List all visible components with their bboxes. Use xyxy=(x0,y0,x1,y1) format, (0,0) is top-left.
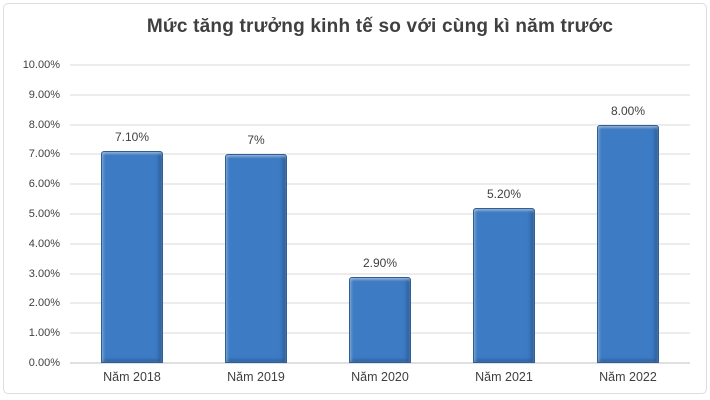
y-tick-label: 10.00% xyxy=(22,59,60,71)
bar-năm-2022 xyxy=(597,124,659,363)
bar-slot: 7% xyxy=(194,65,318,363)
bar-năm-2018 xyxy=(101,151,163,363)
gridline xyxy=(70,124,690,126)
bar-slot: 7.10% xyxy=(70,65,194,363)
y-tick-label: 2.00% xyxy=(28,297,60,310)
y-tick-label: 4.00% xyxy=(28,237,60,250)
bar-slot: 8.00% xyxy=(566,65,690,363)
gridline xyxy=(70,153,690,155)
gridline xyxy=(70,213,690,215)
bar-value-label: 5.20% xyxy=(486,187,522,202)
gridline xyxy=(70,273,690,275)
bar-value-label: 7% xyxy=(247,133,265,148)
gridline xyxy=(70,183,690,185)
x-tick-label: Năm 2020 xyxy=(351,370,409,384)
x-axis-line xyxy=(70,362,690,364)
x-tick-label: Năm 2018 xyxy=(103,370,161,384)
y-tick-label: 8.00% xyxy=(28,118,60,131)
bar-năm-2021 xyxy=(473,208,535,363)
y-tick-label: 3.00% xyxy=(28,267,60,280)
y-tick-label: 6.00% xyxy=(28,178,60,191)
x-tick-label: Năm 2022 xyxy=(599,370,657,384)
gridline xyxy=(70,243,690,245)
bar-slot: 2.90% xyxy=(318,65,442,363)
y-tick-label: 1.00% xyxy=(28,327,60,340)
bar-value-label: 2.90% xyxy=(362,255,398,270)
plot-area: 7.10% 7% 2.90% 5.20% 8.00% xyxy=(70,64,690,364)
bar-năm-2019 xyxy=(225,154,287,363)
y-tick-label: 7.00% xyxy=(28,148,60,161)
bar-năm-2020 xyxy=(349,276,411,363)
x-axis: Năm 2018 Năm 2019 Năm 2020 Năm 2021 Năm 2022 xyxy=(70,370,690,384)
x-tick-label: Năm 2021 xyxy=(475,370,533,384)
gridline xyxy=(70,94,690,96)
y-tick-label: 9.00% xyxy=(28,88,60,101)
bar-value-label: 8.00% xyxy=(610,103,646,118)
chart-title: Mức tăng trưởng kinh tế so với cùng kì n… xyxy=(146,16,614,37)
x-tick-label: Năm 2019 xyxy=(227,370,285,384)
y-axis: 10.00% 9.00% 8.00% 7.00% 6.00% 5.00% 4.00% 3.00… xyxy=(0,59,60,369)
gridline xyxy=(70,64,690,66)
bar-value-label: 7.10% xyxy=(114,130,150,145)
y-tick-label: 0.00% xyxy=(28,357,60,369)
y-tick-label: 5.00% xyxy=(28,208,60,220)
bar-slot: 5.20% xyxy=(442,65,566,363)
